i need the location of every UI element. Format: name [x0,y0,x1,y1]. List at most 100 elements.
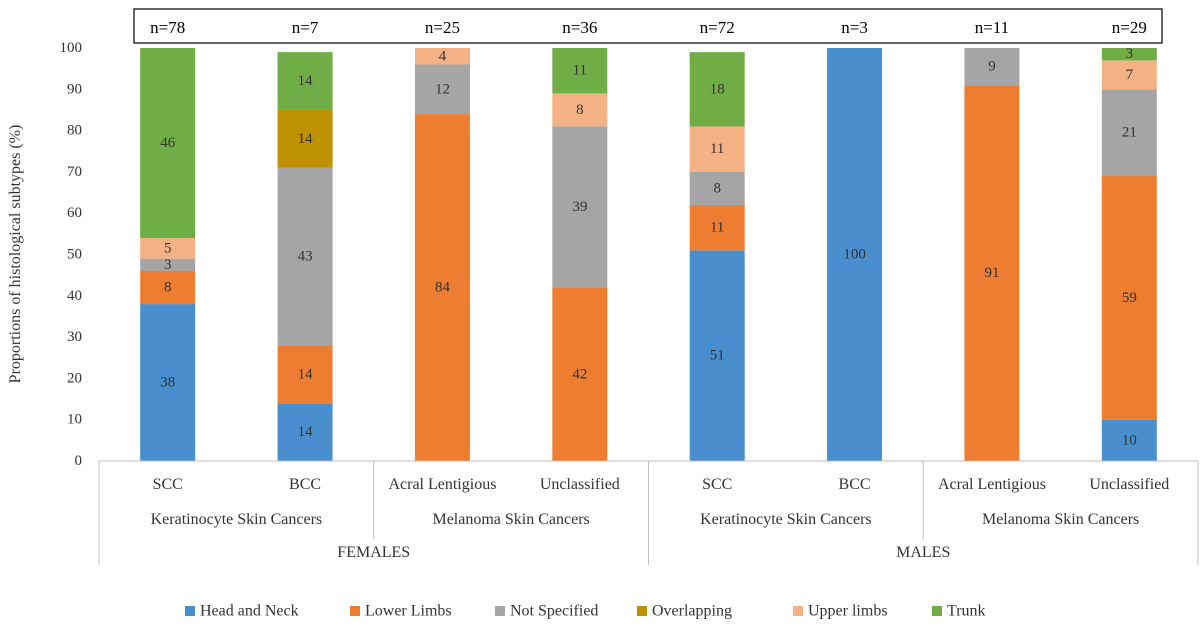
bar-segment [1101,176,1157,420]
data-label: 14 [298,73,314,89]
group-label: Melanoma Skin Cancers [432,511,589,528]
bar-segment [1101,60,1157,90]
legend-swatch [932,606,942,616]
data-label: 43 [298,249,313,265]
bar-segment [689,52,745,127]
sex-label: MALES [896,544,950,561]
sample-size-label: n=78 [150,18,185,37]
category-label: Acral Lentigious [938,476,1046,493]
y-tick-label: 100 [60,40,83,56]
data-label: 5 [164,240,172,256]
legend-label: Lower Limbs [365,603,452,620]
sample-size-label: n=3 [841,18,868,37]
y-tick-label: 70 [67,164,82,180]
legend-swatch [793,606,803,616]
bar-segment [140,258,196,272]
sample-size-box [133,8,1163,44]
data-label: 21 [1122,125,1137,141]
sample-size-label: n=72 [700,18,735,37]
group-label: Keratinocyte Skin Cancers [700,511,872,528]
data-label: 4 [439,48,447,64]
y-tick-label: 20 [67,370,82,386]
y-tick-label: 0 [75,453,83,469]
sample-size-label: n=25 [425,18,460,37]
data-label: 3 [164,257,172,273]
bar-segment [689,171,745,205]
bar-segment [552,287,608,461]
bar-segment [414,48,470,65]
y-tick-label: 30 [67,329,82,345]
legend-swatch [185,606,195,616]
bar-segment [277,52,333,110]
data-label: 9 [988,59,996,75]
sample-size-label: n=29 [1112,18,1147,37]
sample-size-label: n=11 [975,18,1009,37]
legend-label: Upper limbs [808,603,888,620]
sample-size-label: n=36 [562,18,597,37]
sample-size-label: n=7 [292,18,319,37]
category-label: Unclassified [540,476,620,493]
bar-segment [1101,419,1157,461]
category-label: SCC [153,476,183,493]
bar-segment [689,204,745,251]
bar-segment [964,48,1020,86]
data-label: 51 [710,348,725,364]
bar-segment [140,237,196,259]
bar-segment [552,126,608,288]
data-label: 18 [710,81,725,97]
data-label: 11 [573,63,587,79]
data-label: 3 [1126,46,1134,62]
data-label: 84 [435,280,451,296]
legend-label: Trunk [947,603,986,620]
sex-label: FEMALES [337,544,410,561]
bar-segment [277,403,333,461]
data-label: 8 [576,102,584,118]
legend-label: Head and Neck [200,603,299,620]
data-label: 10 [1122,432,1137,448]
category-label: Unclassified [1089,476,1169,493]
data-label: 91 [984,265,999,281]
data-label: 100 [843,247,866,263]
y-tick-label: 10 [67,412,82,428]
bar-segment [277,345,333,404]
y-tick-label: 50 [67,247,82,263]
data-label: 59 [1122,290,1137,306]
category-label: BCC [839,476,871,493]
y-tick-label: 60 [67,205,82,221]
bar-segment [414,114,470,461]
bar-segment [414,64,470,115]
data-label: 14 [298,131,314,147]
bar-segment [1101,48,1157,61]
data-label: 14 [298,366,314,382]
data-label: 12 [435,81,450,97]
bar-segment [1101,89,1157,177]
bar-segment [964,85,1020,462]
y-tick-label: 80 [67,123,82,139]
legend-swatch [495,606,505,616]
legend-label: Not Specified [510,603,598,620]
category-label: SCC [702,476,732,493]
group-label: Keratinocyte Skin Cancers [151,511,323,528]
data-label: 8 [164,280,172,296]
y-tick-label: 90 [67,81,82,97]
bar-segment [689,250,745,461]
legend-swatch [350,606,360,616]
data-label: 46 [160,135,176,151]
bar-segment [552,93,608,127]
legend-label: Overlapping [652,603,732,620]
data-label: 14 [298,424,314,440]
legend-swatch [637,606,647,616]
bar-segment [552,48,608,94]
group-label: Melanoma Skin Cancers [982,511,1139,528]
bar-segment [277,109,333,168]
data-label: 42 [572,366,587,382]
category-label: BCC [289,476,321,493]
data-label: 8 [713,180,721,196]
bar-segment [827,48,883,461]
bar-segment [140,48,196,238]
bar-segment [140,304,196,461]
data-label: 39 [572,199,587,215]
y-tick-label: 40 [67,288,82,304]
